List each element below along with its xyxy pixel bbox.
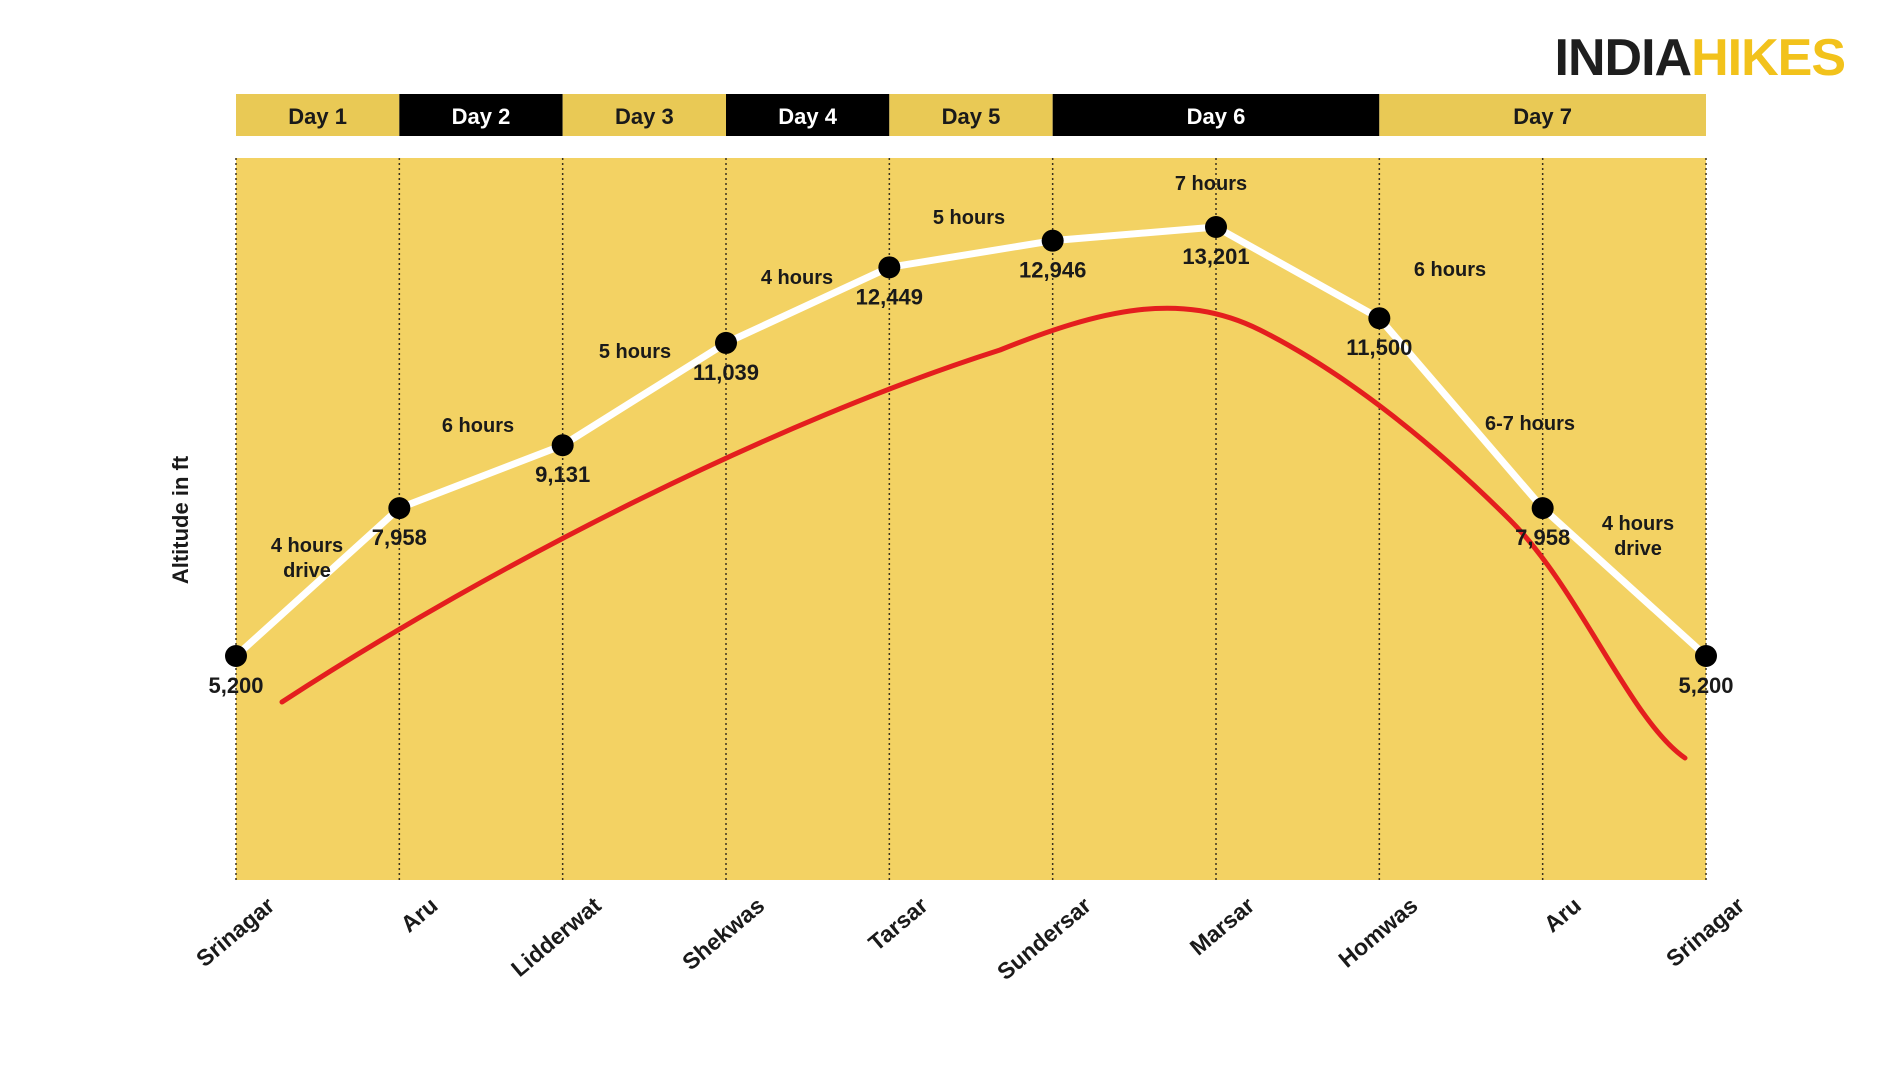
point-value-label: 7,958 bbox=[1515, 525, 1570, 550]
point-value-labels: 5,200 7,958 9,131 11,039 12,449 12,946 13,201 1… bbox=[208, 244, 1733, 698]
point-value-label: 11,500 bbox=[1346, 335, 1412, 360]
day-label: Day 3 bbox=[615, 104, 674, 129]
segment-label: 7 hours bbox=[1175, 173, 1247, 195]
day-label: Day 1 bbox=[288, 104, 347, 129]
day-header-bar: Day 1 Day 2 Day 3 Day 4 Day 5 Day 6 Day 7 bbox=[236, 94, 1706, 136]
segment-label: 6 hours bbox=[1414, 259, 1486, 281]
x-tick-label: Aru bbox=[1539, 892, 1586, 937]
point-value-label: 5,200 bbox=[1678, 673, 1733, 698]
data-point bbox=[1531, 497, 1554, 520]
point-value-label: 9,131 bbox=[535, 462, 590, 487]
x-tick-label: Homwas bbox=[1333, 892, 1422, 973]
hand-drawn-annotation-curve bbox=[279, 305, 1688, 761]
data-point bbox=[388, 497, 411, 520]
x-tick-label: Srinagar bbox=[191, 892, 279, 972]
day-label: Day 5 bbox=[942, 104, 1001, 129]
x-tick-label: Marsar bbox=[1185, 892, 1260, 960]
day-label: Day 2 bbox=[452, 104, 511, 129]
data-points bbox=[225, 216, 1717, 667]
day-label: Day 7 bbox=[1513, 104, 1572, 129]
point-value-label: 7,958 bbox=[372, 525, 427, 550]
day-label: Day 4 bbox=[778, 104, 837, 129]
day-band-6 bbox=[1052, 94, 1380, 136]
point-value-label: 13,201 bbox=[1182, 244, 1249, 269]
day-band-7 bbox=[1379, 94, 1706, 136]
x-tick-label: Aru bbox=[395, 892, 442, 937]
data-point bbox=[715, 331, 737, 354]
segment-label: 5 hours bbox=[599, 341, 671, 363]
data-point bbox=[1205, 216, 1227, 238]
segment-duration-labels: 4 hours drive 6 hours 5 hours 4 hours 5 hours… bbox=[271, 173, 1674, 582]
x-tick-label: Shekwas bbox=[677, 892, 769, 975]
day-band-5 bbox=[889, 94, 1053, 136]
logo-part-hikes: HIKES bbox=[1691, 29, 1846, 87]
x-tick-label: Srinagar bbox=[1661, 892, 1749, 972]
data-point bbox=[225, 645, 247, 667]
x-tick-label: Sundersar bbox=[992, 892, 1096, 985]
point-value-label: 11,039 bbox=[693, 360, 759, 385]
data-point bbox=[878, 256, 901, 279]
indiahikes-logo: INDIAHIKES bbox=[1554, 29, 1846, 87]
segment-label: 6 hours bbox=[442, 415, 514, 437]
x-tick-label: Tarsar bbox=[863, 892, 932, 956]
segment-label: 6-7 hours bbox=[1485, 413, 1575, 435]
day-label: Day 6 bbox=[1187, 104, 1246, 129]
segment-label: 4 hours drive bbox=[1602, 513, 1674, 560]
point-value-label: 12,946 bbox=[1019, 258, 1086, 283]
point-value-label: 5,200 bbox=[208, 673, 263, 698]
segment-label: 4 hours bbox=[761, 267, 833, 289]
y-axis-label: Altitude in ft bbox=[168, 455, 193, 584]
point-value-label: 12,449 bbox=[856, 284, 923, 309]
day-band-1 bbox=[236, 94, 400, 136]
x-tick-labels: Srinagar Aru Lidderwat Shekwas Tarsar Sunders… bbox=[191, 892, 1749, 985]
x-tick-label: Lidderwat bbox=[506, 892, 606, 982]
segment-label: 4 hours drive bbox=[271, 535, 343, 582]
data-point bbox=[1695, 645, 1717, 667]
day-band-3 bbox=[562, 94, 726, 136]
data-point bbox=[1041, 229, 1064, 252]
day-band-2 bbox=[399, 94, 563, 136]
data-point bbox=[551, 434, 574, 457]
plot-background bbox=[236, 158, 1706, 880]
logo-part-india: INDIA bbox=[1554, 29, 1693, 87]
altitude-series-line bbox=[233, 223, 1709, 659]
grid-lines bbox=[235, 158, 1707, 880]
day-band-4 bbox=[726, 94, 890, 136]
segment-label: 5 hours bbox=[933, 207, 1005, 229]
data-point bbox=[1368, 307, 1391, 330]
